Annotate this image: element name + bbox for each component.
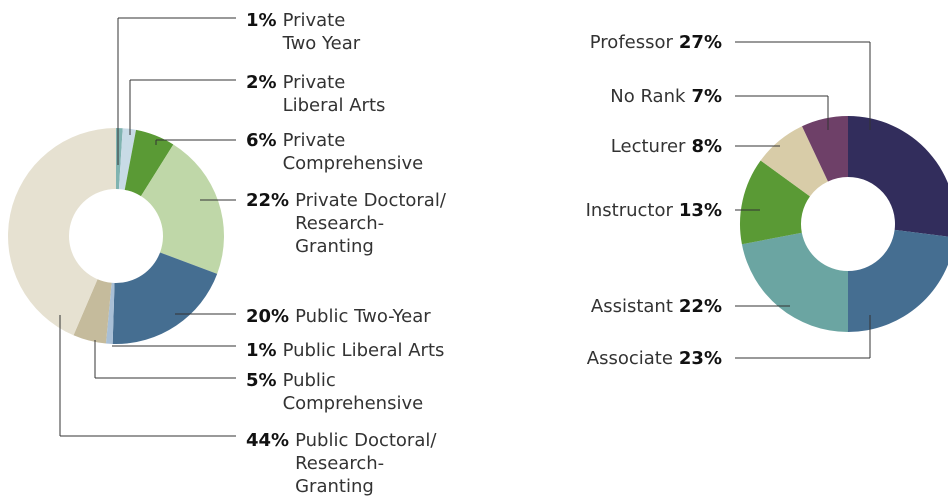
donut-segment — [760, 126, 828, 197]
donut-segment — [124, 129, 174, 197]
value-label: 1% — [246, 340, 277, 361]
value-label: 22% — [246, 190, 289, 211]
category-label: Private — [283, 130, 346, 151]
value-label: 20% — [246, 306, 289, 327]
donut-segment — [741, 232, 848, 332]
category-label: Instructor — [586, 200, 674, 221]
legend-label: 1% Public Liberal Arts — [246, 340, 444, 361]
category-label: No Rank — [610, 86, 686, 107]
category-label: Granting — [295, 476, 374, 497]
legend-label: Associate 23% — [587, 348, 722, 369]
category-label: Comprehensive — [283, 393, 424, 414]
donut-segment — [105, 282, 115, 344]
legend-label: 6% Private Comprehensive — [246, 130, 423, 174]
legend-label: 2% Private Liberal Arts — [246, 72, 385, 116]
legend-label: 5% Public Comprehensive — [246, 370, 423, 414]
category-label: Comprehensive — [283, 153, 424, 174]
legend-label: Assistant 22% — [591, 296, 722, 317]
category-label: Public Two-Year — [295, 306, 431, 327]
donut-segment — [848, 116, 948, 237]
legend-label: Instructor 13% — [586, 200, 722, 221]
value-label: 22% — [679, 296, 722, 317]
category-label: Private — [283, 72, 346, 93]
category-label: Public Liberal Arts — [283, 340, 445, 361]
donut-segment — [73, 279, 112, 344]
legend-label: 22% Private Doctoral/Research-Granting — [246, 190, 447, 257]
value-label: 7% — [691, 86, 722, 107]
value-label: 2% — [246, 72, 277, 93]
category-label: Public — [283, 370, 336, 391]
legend-label: No Rank 7% — [610, 86, 722, 107]
value-label: 8% — [691, 136, 722, 157]
donut-segment — [8, 128, 117, 336]
category-label: Assistant — [591, 296, 673, 317]
value-label: 1% — [246, 10, 277, 31]
donut-segment — [740, 160, 810, 245]
donut-segment — [802, 116, 848, 182]
donut-segment — [118, 128, 137, 190]
value-label: 5% — [246, 370, 277, 391]
category-label: Research- — [295, 213, 384, 234]
category-label: Research- — [295, 453, 384, 474]
legend-label: Lecturer 8% — [611, 136, 722, 157]
donut-segment — [140, 144, 224, 274]
legend-label: Professor 27% — [590, 32, 722, 53]
value-label: 6% — [246, 130, 277, 151]
donut-segment — [112, 252, 218, 344]
category-label: Private — [283, 10, 346, 31]
category-label: Liberal Arts — [283, 95, 386, 116]
legend-label: 1% Private Two Year — [246, 10, 361, 54]
category-label: Private Doctoral/ — [295, 190, 447, 211]
legend-label: 44% Public Doctoral/Research-Granting — [246, 430, 437, 497]
category-label: Associate — [587, 348, 673, 369]
value-label: 27% — [679, 32, 722, 53]
category-label: Professor — [590, 32, 674, 53]
value-label: 23% — [679, 348, 722, 369]
donut-segment — [848, 229, 948, 332]
value-label: 44% — [246, 430, 289, 451]
category-label: Public Doctoral/ — [295, 430, 437, 451]
value-label: 13% — [679, 200, 722, 221]
category-label: Lecturer — [611, 136, 686, 157]
category-label: Granting — [295, 236, 374, 257]
legend-label: 20% Public Two-Year — [246, 306, 431, 327]
category-label: Two Year — [282, 33, 361, 54]
